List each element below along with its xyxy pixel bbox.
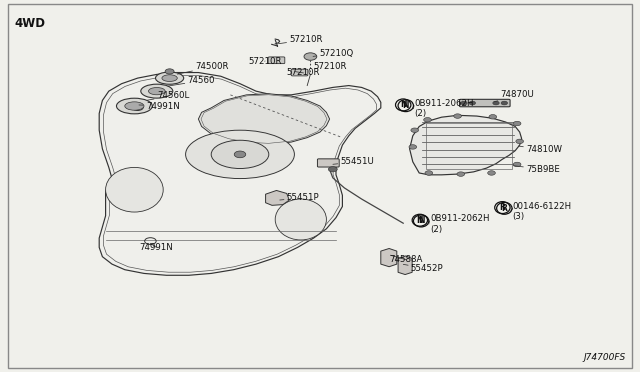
Circle shape [304, 53, 317, 60]
Ellipse shape [275, 199, 326, 240]
Text: 57210R: 57210R [248, 57, 282, 65]
Text: 0B911-2062H
(2): 0B911-2062H (2) [430, 214, 490, 234]
Ellipse shape [156, 72, 184, 84]
Circle shape [488, 171, 495, 175]
Text: 4WD: 4WD [14, 17, 45, 30]
Bar [426, 123, 512, 169]
Circle shape [501, 101, 508, 105]
Ellipse shape [186, 130, 294, 179]
Text: 74588A: 74588A [389, 255, 422, 264]
FancyBboxPatch shape [268, 57, 285, 64]
Ellipse shape [106, 167, 163, 212]
Text: N: N [417, 216, 423, 225]
Text: 55452P: 55452P [403, 264, 444, 273]
Circle shape [516, 139, 524, 144]
Text: N: N [403, 101, 409, 110]
Text: 74810W: 74810W [518, 145, 562, 154]
Polygon shape [410, 115, 522, 175]
Text: 74560: 74560 [168, 76, 215, 86]
Text: N: N [400, 100, 406, 109]
Text: 00146-6122H
(3): 00146-6122H (3) [512, 202, 571, 221]
Polygon shape [99, 73, 381, 275]
Ellipse shape [148, 87, 165, 95]
Text: 74560L: 74560L [147, 91, 189, 100]
Circle shape [328, 167, 337, 172]
Ellipse shape [162, 75, 177, 81]
Text: 75B9BE: 75B9BE [513, 165, 560, 174]
Text: J74700FS: J74700FS [584, 353, 626, 362]
Text: 57210R: 57210R [310, 62, 347, 71]
Polygon shape [198, 94, 330, 144]
Ellipse shape [141, 84, 173, 98]
Ellipse shape [116, 98, 152, 114]
FancyBboxPatch shape [291, 69, 308, 76]
Text: 74991N: 74991N [139, 102, 180, 110]
Ellipse shape [125, 102, 144, 110]
Circle shape [489, 115, 497, 119]
Ellipse shape [211, 140, 269, 169]
Text: 74991N: 74991N [140, 243, 173, 252]
Polygon shape [398, 256, 412, 275]
Circle shape [411, 128, 419, 132]
Circle shape [425, 171, 433, 175]
Circle shape [457, 172, 465, 176]
Polygon shape [266, 190, 289, 205]
Circle shape [513, 121, 521, 126]
Text: 57210Q: 57210Q [313, 49, 354, 58]
Text: 57210R: 57210R [287, 68, 320, 77]
Text: 0B911-2062H
(2): 0B911-2062H (2) [415, 99, 474, 118]
Circle shape [513, 162, 521, 167]
Circle shape [424, 118, 431, 122]
FancyBboxPatch shape [317, 159, 339, 167]
Circle shape [165, 69, 174, 74]
Text: R: R [499, 203, 506, 212]
Circle shape [469, 101, 476, 105]
Text: 57210R: 57210R [278, 35, 323, 44]
Text: 55451P: 55451P [280, 193, 319, 202]
Text: N: N [418, 217, 424, 225]
Text: R: R [501, 204, 508, 213]
Text: 74500R: 74500R [177, 62, 228, 74]
Circle shape [493, 101, 499, 105]
Circle shape [234, 151, 246, 158]
Text: 55451U: 55451U [333, 157, 374, 166]
FancyBboxPatch shape [460, 99, 510, 107]
Polygon shape [381, 248, 397, 267]
Circle shape [454, 114, 461, 118]
Circle shape [409, 145, 417, 149]
Text: 74870U: 74870U [494, 90, 534, 102]
Circle shape [461, 101, 467, 105]
